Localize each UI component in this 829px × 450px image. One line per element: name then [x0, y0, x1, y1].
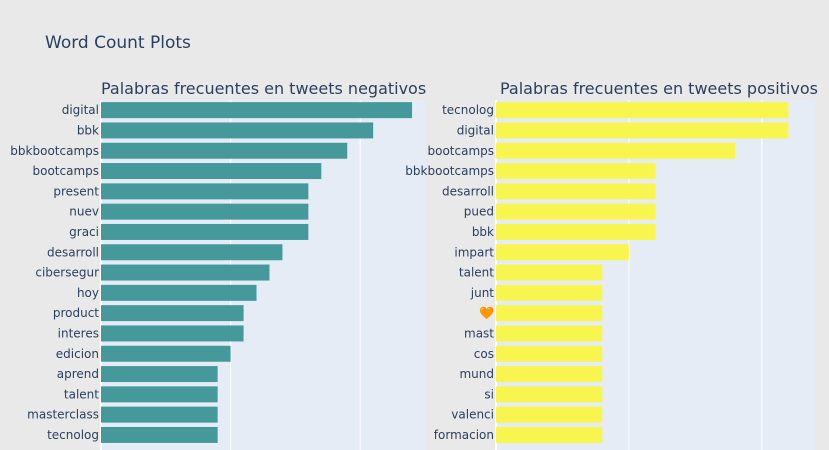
neg-bar-7 — [101, 244, 283, 261]
neg-tick-label-11: interes — [58, 326, 99, 340]
neg-tick-label-8: cibersegur — [35, 266, 99, 280]
pos-bar-15 — [496, 406, 603, 423]
neg-bar-5 — [101, 203, 309, 220]
pos-tick-label-7: impart — [454, 245, 494, 259]
neg-bar-16 — [101, 426, 218, 443]
neg-bar-15 — [101, 406, 218, 423]
pos-bar-11 — [496, 325, 603, 342]
neg-tick-label-16: tecnolog — [47, 428, 99, 442]
pos-bar-10 — [496, 305, 603, 322]
neg-bar-11 — [101, 325, 244, 342]
neg-bar-12 — [101, 345, 231, 362]
neg-tick-label-14: talent — [64, 387, 99, 401]
pos-tick-label-4: desarroll — [442, 184, 494, 198]
pos-bar-4 — [496, 183, 656, 200]
pos-bar-13 — [496, 366, 603, 383]
figure-title: Word Count Plots — [45, 33, 191, 53]
pos-tick-label-5: pued — [464, 205, 494, 219]
neg-tick-label-3: bootcamps — [32, 164, 99, 178]
neg-bar-3 — [101, 163, 322, 180]
neg-bar-4 — [101, 183, 309, 200]
pos-tick-label-10: 🧡 — [479, 306, 494, 320]
pos-tick-label-9: junt — [470, 286, 495, 300]
neg-bar-6 — [101, 223, 309, 240]
neg-tick-label-1: bbk — [77, 123, 99, 137]
pos-tick-label-14: si — [484, 387, 494, 401]
pos-tick-label-11: mast — [464, 326, 494, 340]
neg-tick-label-7: desarroll — [47, 245, 99, 259]
pos-bar-9 — [496, 284, 603, 301]
neg-tick-label-9: hoy — [77, 286, 99, 300]
neg-bar-14 — [101, 386, 218, 403]
neg-tick-label-2: bbkbootcamps — [10, 144, 99, 158]
neg-bar-13 — [101, 366, 218, 383]
pos-bar-1 — [496, 122, 789, 139]
pos-tick-label-16: formacion — [434, 428, 494, 442]
neg-bar-0 — [101, 102, 413, 119]
pos-bar-5 — [496, 203, 656, 220]
pos-tick-label-8: talent — [459, 266, 494, 280]
neg-tick-label-12: edicion — [56, 347, 99, 361]
pos-tick-label-3: bbkbootcamps — [405, 164, 494, 178]
neg-chart: digital bbk bbkbootcamps bootcamps present nu… — [10, 100, 425, 450]
pos-chart: tecnolog digital bootcamps bbkbootcamps desa… — [405, 100, 815, 450]
neg-tick-label-10: product — [53, 306, 99, 320]
pos-tick-label-13: mund — [459, 367, 494, 381]
neg-tick-label-4: present — [53, 184, 99, 198]
neg-tick-label-15: masterclass — [27, 408, 99, 422]
positive-chart-title: Palabras frecuentes en tweets positivos — [500, 79, 818, 98]
pos-bar-3 — [496, 163, 656, 180]
pos-bar-2 — [496, 142, 736, 159]
neg-bar-2 — [101, 142, 348, 159]
neg-bar-10 — [101, 305, 244, 322]
pos-bar-7 — [496, 244, 629, 261]
pos-bar-0 — [496, 102, 789, 119]
pos-bar-12 — [496, 345, 603, 362]
pos-tick-label-0: tecnolog — [442, 103, 494, 117]
neg-bar-9 — [101, 284, 257, 301]
pos-bar-16 — [496, 426, 603, 443]
neg-tick-label-13: aprend — [57, 367, 99, 381]
neg-tick-label-0: digital — [62, 103, 99, 117]
pos-bar-6 — [496, 223, 656, 240]
pos-bar-14 — [496, 386, 603, 403]
neg-bar-8 — [101, 264, 270, 281]
negative-chart-title: Palabras frecuentes en tweets negativos — [101, 79, 427, 98]
pos-tick-label-15: valenci — [451, 408, 494, 422]
pos-bar-8 — [496, 264, 603, 281]
pos-tick-label-6: bbk — [472, 225, 494, 239]
pos-tick-label-12: cos — [474, 347, 494, 361]
neg-tick-label-5: nuev — [69, 205, 99, 219]
pos-tick-label-1: digital — [457, 123, 494, 137]
neg-tick-label-6: graci — [69, 225, 99, 239]
neg-bar-1 — [101, 122, 374, 139]
pos-tick-label-2: bootcamps — [427, 144, 494, 158]
